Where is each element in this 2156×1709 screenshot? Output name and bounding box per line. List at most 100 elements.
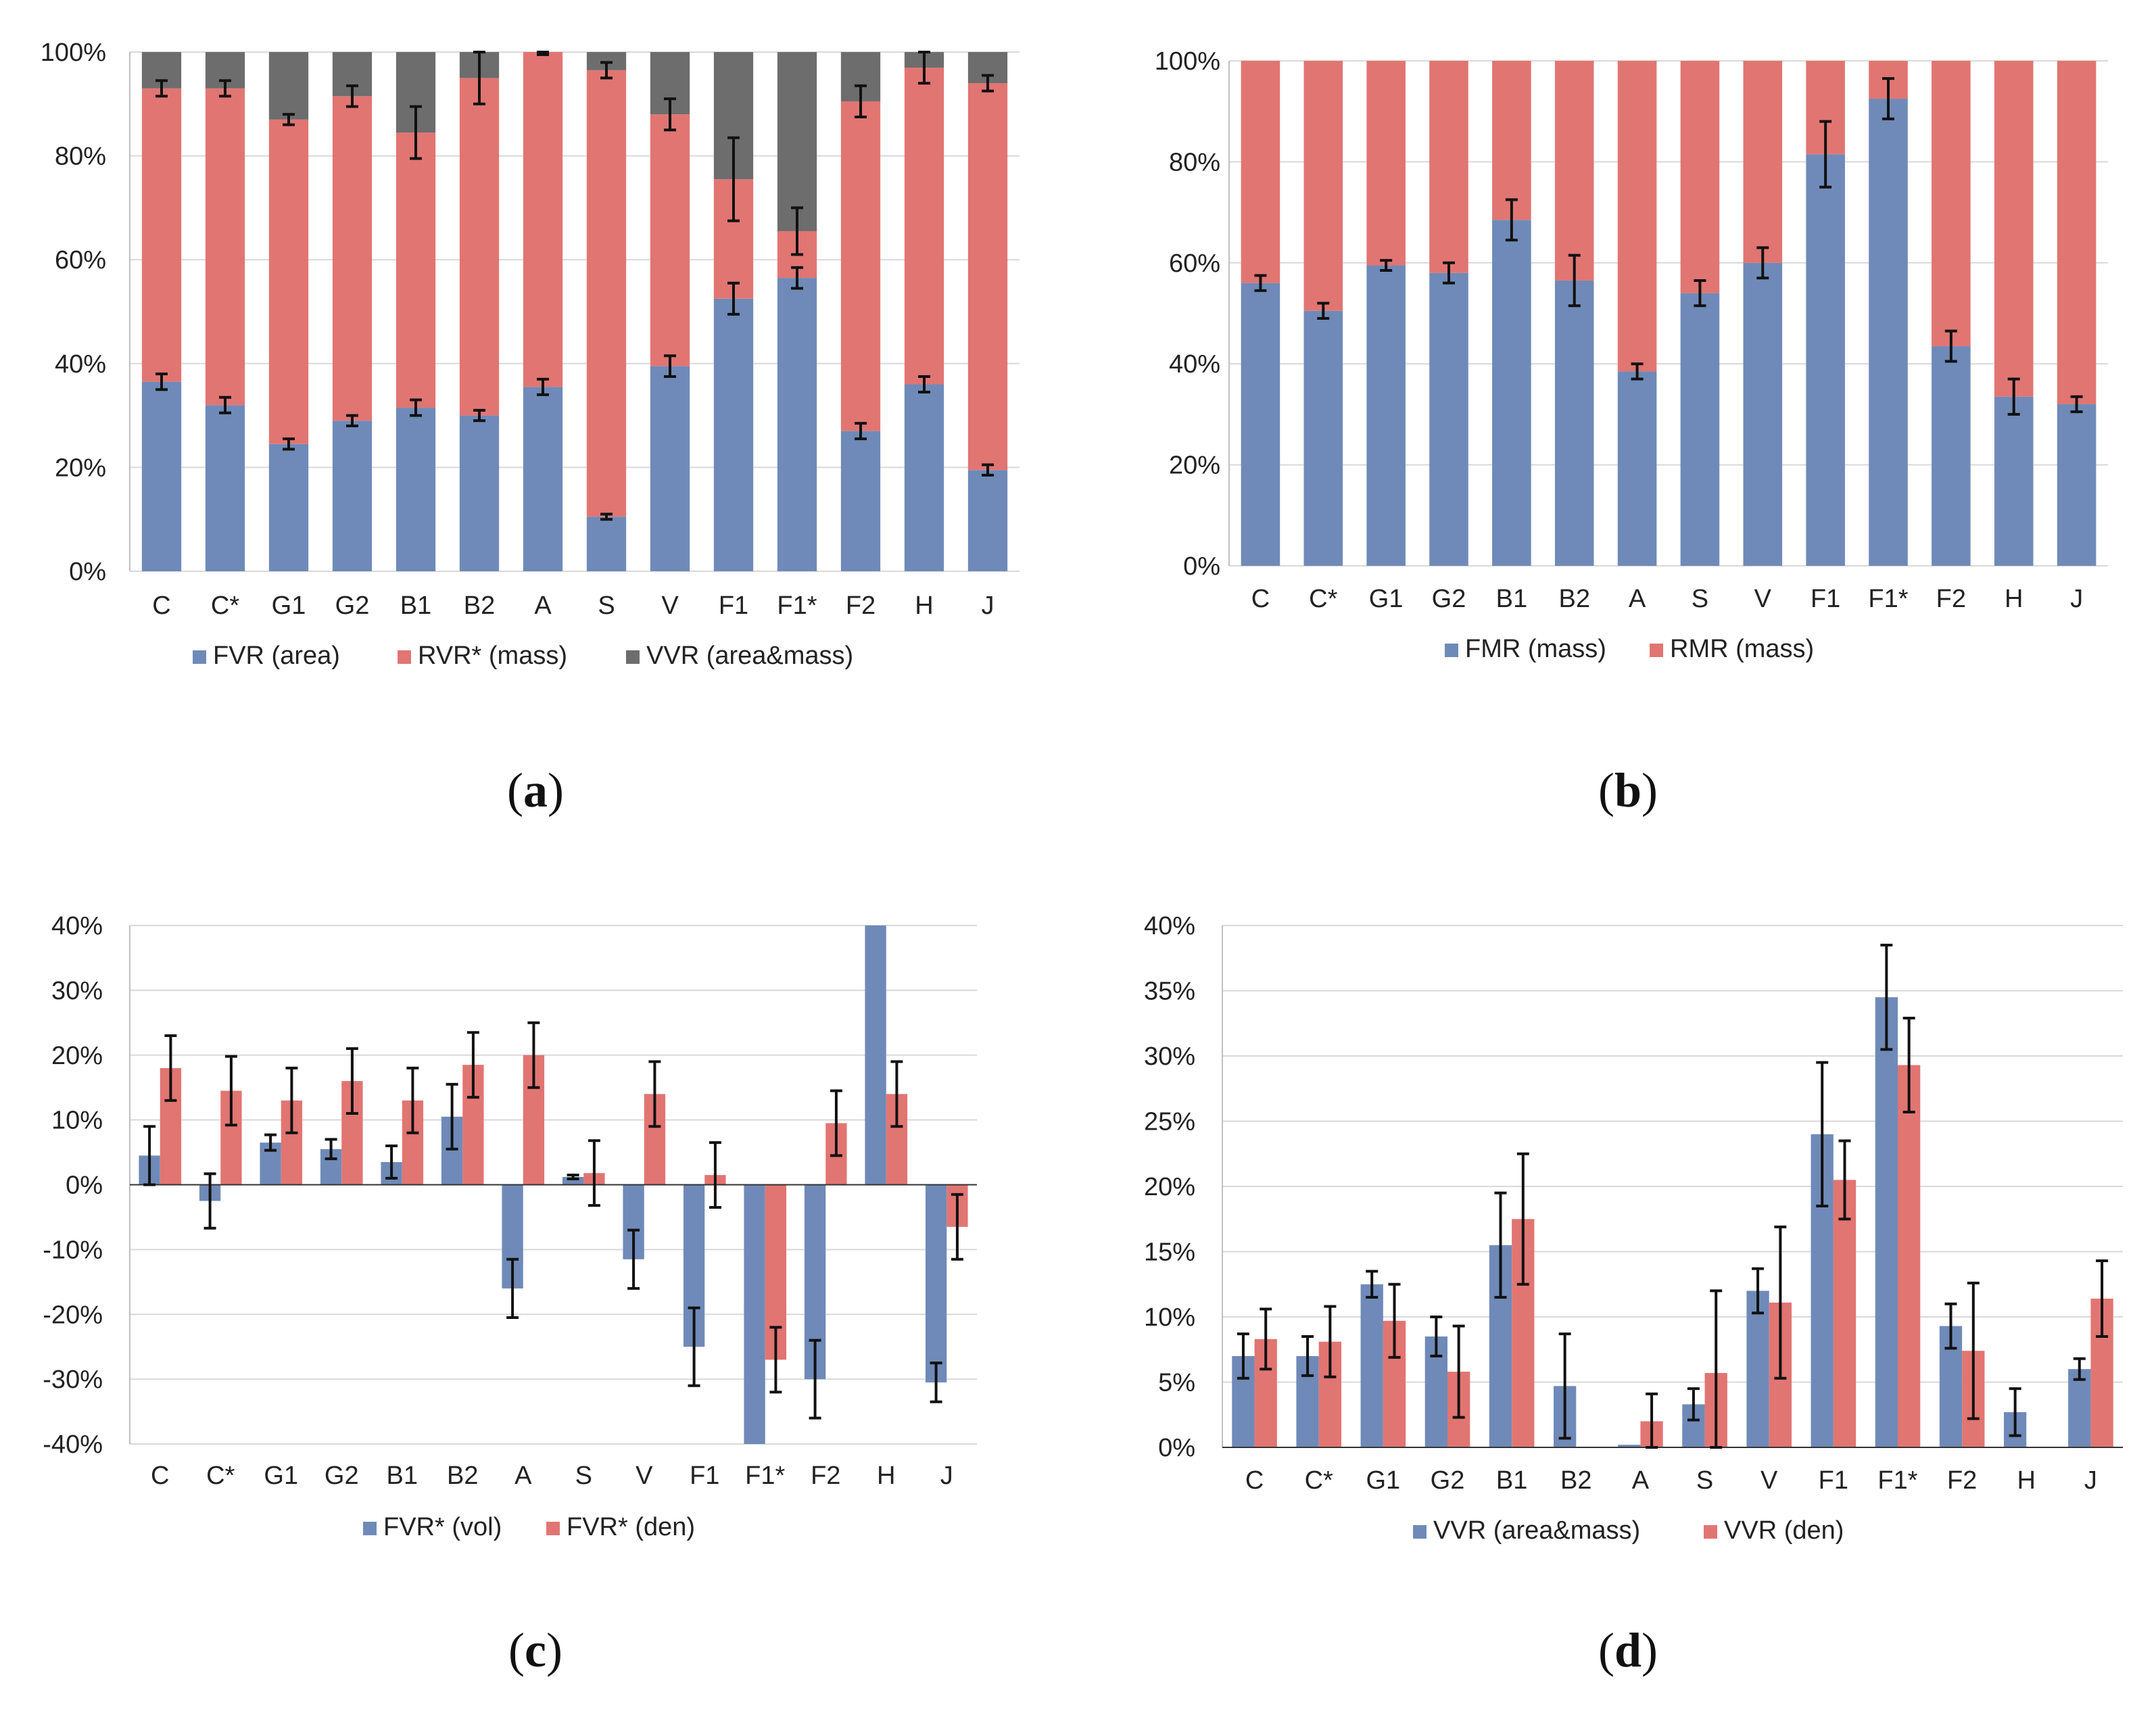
chart-b-errorbar-fmr-mass-h [2007, 377, 2020, 416]
chart-c-errorbar-fvrstar-vol-f1 [688, 1306, 700, 1387]
chart-b-xtick-f2: F2 [1936, 585, 1966, 613]
chart-a-bar-rvrstar-mass-s [586, 70, 627, 517]
legend-label-vvr-area-mass: VVR (area&mass) [646, 642, 853, 670]
chart-c-errorbar-fvrstar-den-c [164, 1034, 177, 1102]
legend-label-vvr-area-mass-d: VVR (area&mass) [1433, 1516, 1640, 1545]
chart-a-xtick-c: C [152, 592, 170, 620]
chart-d-xtick-h: H [2017, 1466, 2036, 1495]
chart-c-ytick-0: -40% [43, 1430, 103, 1459]
chart-c-errorbar-fvrstar-vol-v [627, 1228, 640, 1290]
chart-b-errorbar-fmr-mass-v [1756, 246, 1769, 280]
chart-a-bar-fvr-area-f1 [713, 298, 754, 571]
chart-d-ytick-1: 5% [1158, 1369, 1195, 1397]
chart-a-xtick-h: H [915, 592, 933, 620]
chart-b-bar-fmr-mass-g1 [1366, 265, 1406, 566]
chart-d-errorbar-vvr-area-mass-h [2009, 1387, 2021, 1437]
chart-b-errorbar-fmr-mass-g2 [1443, 261, 1455, 285]
chart-d-errorbar-vvr-area-mass-b1 [1494, 1191, 1507, 1299]
chart-c-ytick-8: 40% [51, 912, 103, 940]
chart-b-xtick-b1: B1 [1496, 585, 1527, 613]
chart-b-ytick-3: 60% [1169, 249, 1220, 278]
chart-a-bar-fvr-area-g2 [332, 420, 373, 571]
chart-b-bar-rmr-mass-j [2057, 61, 2097, 404]
chart-c-xtick-h: H [877, 1462, 895, 1490]
chart-b-bar-rmr-mass-b1 [1492, 61, 1531, 220]
chart-b-bar-fmr-mass-v [1743, 262, 1783, 566]
chart-d-errorbar-vvr-den-g2 [1452, 1324, 1465, 1419]
chart-a-errorbar-rvrstar-mass-g1 [283, 113, 295, 126]
chart-d-bar-vvr-area-mass-a [1618, 1445, 1641, 1447]
chart-b-bar-rmr-mass-a [1617, 61, 1657, 372]
chart-b-ytick-5: 100% [1155, 47, 1220, 76]
chart-d-errorbar-vvr-den-s [1710, 1289, 1723, 1449]
legend-swatch-fvr-area [193, 650, 206, 664]
chart-d-errorbar-vvr-den-j [2096, 1259, 2109, 1338]
chart-d-xtick-j: J [2084, 1466, 2097, 1495]
chart-c-xtick-j: J [940, 1462, 953, 1490]
chart-b-errorbar-fmr-mass-s [1694, 279, 1706, 308]
chart-a-errorbar-fvr-area-h [918, 375, 930, 394]
chart-a-xtick-f1star: F1* [777, 592, 817, 620]
chart-b-bar-rmr-mass-s [1680, 61, 1720, 293]
chart-d-xtick-b2: B2 [1560, 1466, 1591, 1495]
chart-b-xtick-f1: F1 [1811, 585, 1840, 613]
chart-a-errorbar-rvrstar-mass-cstar [219, 79, 231, 98]
chart-b-bar-rmr-mass-c [1241, 61, 1280, 283]
chart-c-errorbar-fvrstar-den-f1star [769, 1326, 782, 1394]
chart-b-errorbar-fmr-mass-f1 [1819, 120, 1832, 189]
chart-d-bar-vvr-den-f1 [1833, 1180, 1856, 1447]
legend-swatch-fvr-den [546, 1522, 560, 1535]
chart-b-bar-fmr-mass-h [1994, 396, 2034, 566]
legend-label-rmr-mass: RMR (mass) [1670, 635, 1814, 663]
chart-d-xtick-b1: B1 [1496, 1466, 1527, 1495]
chart-c-xtick-c: C [151, 1462, 169, 1490]
chart-d-errorbar-vvr-den-f2 [1967, 1281, 1980, 1420]
chart-b-xtick-v: V [1754, 585, 1772, 613]
chart-a-bar-rvrstar-mass-c [141, 88, 182, 382]
chart-a-bar-rvrstar-mass-g1 [268, 119, 309, 444]
chart-c-errorbar-fvrstar-den-cstar [224, 1055, 237, 1127]
legend-swatch-fvr-vol [363, 1522, 377, 1535]
chart-b-bar-fmr-mass-s [1680, 293, 1720, 566]
chart-c-errorbar-fvrstar-vol-f2 [809, 1339, 821, 1420]
panel-label-d: (d) [1598, 1623, 1658, 1677]
chart-d-legend: VVR (area&mass) VVR (den) [1413, 1516, 1844, 1545]
chart-a-xtick-b1: B1 [400, 592, 431, 620]
chart-b-xtick-g2: G2 [1432, 585, 1466, 613]
chart-d-errorbar-vvr-den-cstar [1324, 1305, 1337, 1378]
chart-a-bar-rvrstar-mass-f2 [840, 101, 881, 431]
chart-d-xtick-cstar: C* [1305, 1466, 1333, 1495]
chart-a-bar-rvrstar-mass-j [967, 83, 1008, 471]
chart-b-xtick-a: A [1629, 585, 1646, 613]
chart-c-bar-fvrstar-vol-h [865, 925, 886, 1185]
chart-a-errorbar-fvr-area-j [982, 463, 994, 477]
chart-c-errorbar-fvrstar-vol-g2 [325, 1138, 337, 1161]
chart-a-bar-fvr-area-h [904, 384, 944, 571]
chart-a-errorbar-rvrstar-mass-b2 [473, 51, 485, 105]
legend-swatch-rmr-mass [1650, 644, 1663, 657]
chart-b-bar-rmr-mass-b2 [1554, 61, 1594, 281]
chart-c-bar-fvrstar-vol-j [925, 1184, 947, 1382]
chart-a-xtick-f1: F1 [719, 592, 748, 620]
chart-b-xtick-cstar: C* [1309, 585, 1337, 613]
chart-c-ytick-1: -30% [43, 1366, 103, 1394]
chart-b: 0% 20% 40% 60% 80% 100% C C* G1 G2 B1 B2 A S V F1 F1* F2 H… [1155, 47, 2108, 817]
chart-d-errorbar-vvr-area-mass-g2 [1430, 1316, 1443, 1357]
chart-a-bar-fvr-area-v [650, 366, 690, 571]
chart-d-errorbar-vvr-den-v [1774, 1225, 1787, 1380]
chart-c-errorbar-fvrstar-vol-j [930, 1362, 942, 1403]
chart-c-legend: FVR* (vol) FVR* (den) [363, 1513, 695, 1541]
chart-a-bar-fvr-area-f1star [777, 278, 817, 571]
chart-d-xtick-f1: F1 [1819, 1466, 1848, 1495]
chart-d-xtick-c: C [1245, 1466, 1264, 1495]
chart-a-bar-fvr-area-g1 [268, 443, 309, 571]
chart-b-errorbar-fmr-mass-f2 [1944, 329, 1957, 363]
chart-d-errorbar-vvr-area-mass-v [1752, 1267, 1765, 1315]
chart-a-errorbar-rvrstar-mass-f1star [791, 206, 803, 256]
chart-a-errorbar-rvrstar-mass-c [155, 79, 168, 98]
chart-a-ytick-1: 20% [55, 454, 106, 482]
chart-b-ytick-2: 40% [1169, 350, 1220, 379]
chart-c-plot: -40% -30% -20% -10% 0% 10% 20% 30% 40% C C* G1 G2 B1 B… [43, 912, 977, 1490]
chart-a-ytick-2: 40% [55, 350, 106, 379]
chart-b-bar-rmr-mass-f2 [1932, 61, 1971, 347]
